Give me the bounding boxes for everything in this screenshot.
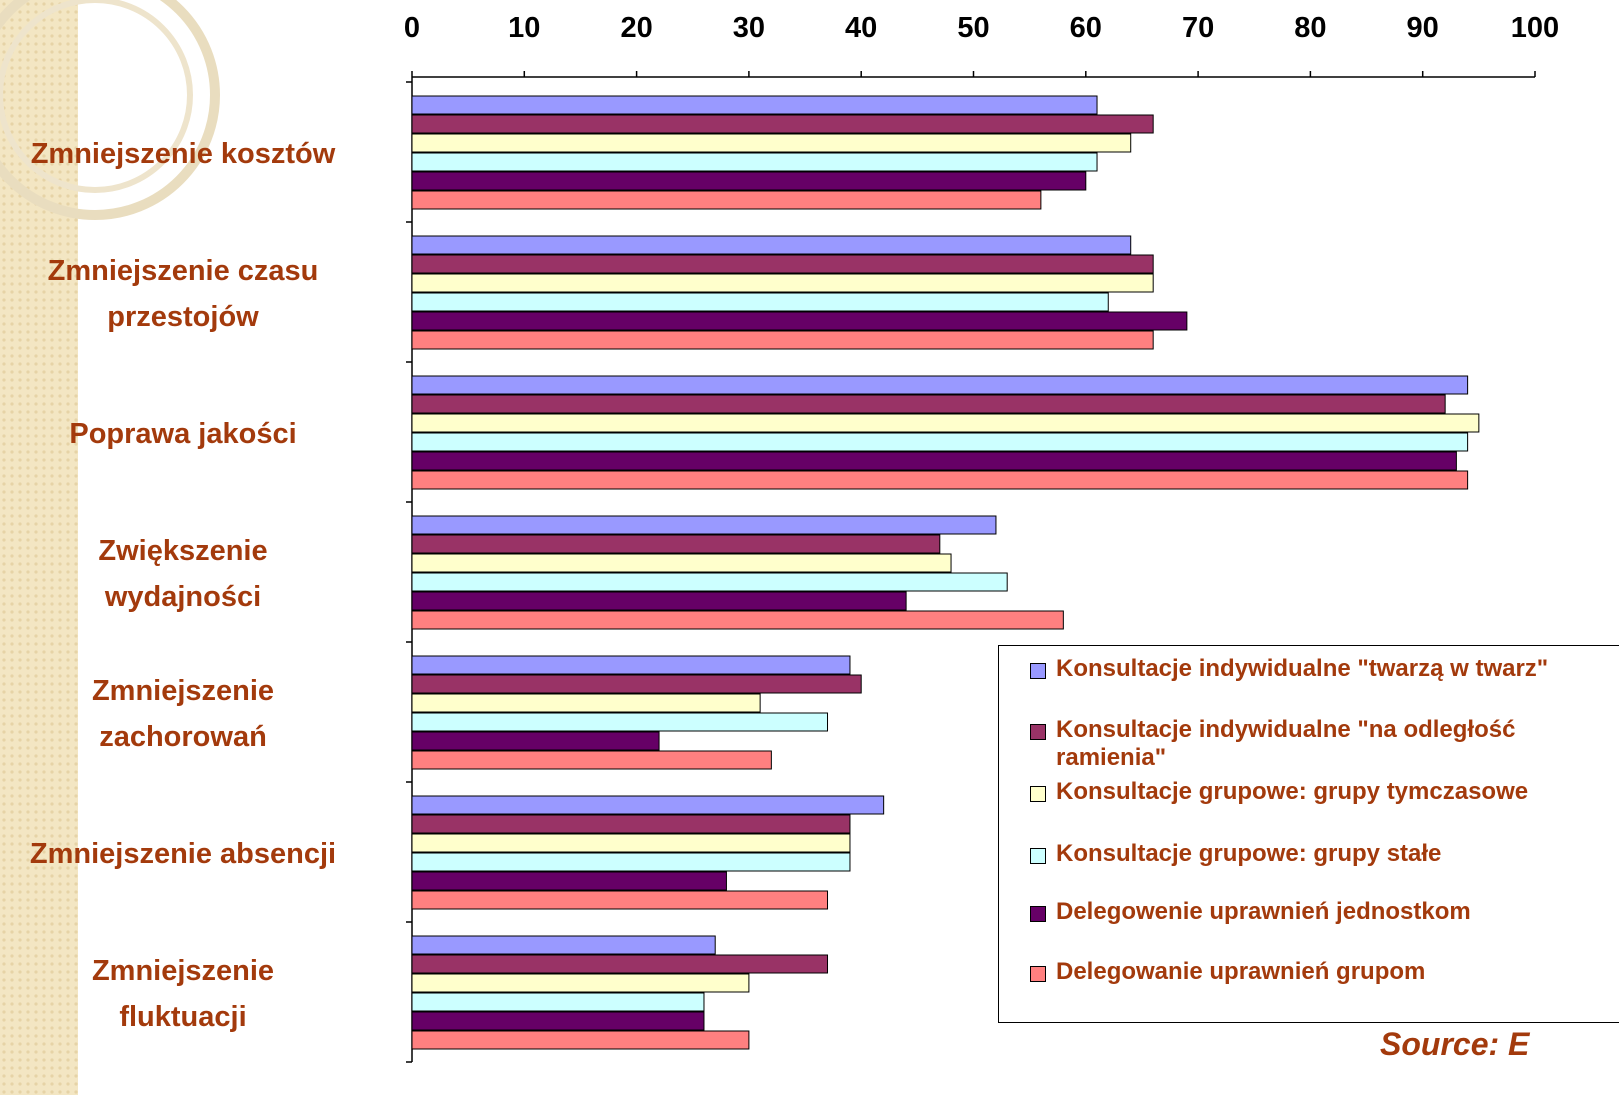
- category-label: Zmniejszenie fluktuacji: [91, 955, 275, 1033]
- bar: [411, 534, 941, 554]
- legend-label: Konsultacje indywidualne "twarzą w twarz…: [1056, 655, 1549, 682]
- legend-swatch: [1030, 966, 1046, 982]
- x-tick-label: 0: [403, 12, 421, 44]
- bar: [411, 553, 952, 573]
- legend-swatch: [1030, 848, 1046, 864]
- bar: [411, 871, 727, 891]
- bar: [411, 1030, 750, 1050]
- decor-arc: [0, 0, 220, 220]
- bar: [411, 330, 1154, 350]
- bar: [411, 114, 1154, 134]
- x-tick-label: 10: [508, 12, 541, 44]
- bar: [411, 610, 1064, 630]
- bar: [411, 515, 997, 535]
- x-tick-label: 20: [620, 12, 653, 44]
- bar: [411, 273, 1154, 293]
- legend-label: Konsultacje grupowe: grupy stałe: [1056, 840, 1442, 867]
- legend-label: Delegowanie uprawnień grupom: [1056, 958, 1426, 985]
- bar: [411, 992, 705, 1012]
- bar: [411, 311, 1188, 331]
- bar: [411, 712, 829, 732]
- legend-swatch: [1030, 786, 1046, 802]
- bar: [411, 674, 862, 694]
- bar: [411, 973, 750, 993]
- bar: [411, 852, 851, 872]
- bar: [411, 795, 885, 815]
- decor-arc: [0, 0, 193, 193]
- bar: [411, 591, 907, 611]
- bar: [411, 655, 851, 675]
- bar: [411, 254, 1154, 274]
- category-label: Poprawa jakości: [69, 418, 297, 450]
- source-note: Source: E: [1380, 1026, 1530, 1062]
- bar: [411, 731, 660, 751]
- category-label: Zmniejszenie kosztów: [30, 138, 336, 170]
- bar: [411, 954, 829, 974]
- bar: [411, 95, 1098, 115]
- bar: [411, 470, 1469, 490]
- x-tick-label: 60: [1069, 12, 1102, 44]
- bar: [411, 451, 1457, 471]
- bar: [411, 750, 772, 770]
- bar: [411, 432, 1469, 452]
- bar: [411, 171, 1087, 191]
- x-tick-label: 70: [1181, 12, 1215, 44]
- bar: [411, 394, 1446, 414]
- bar: [411, 235, 1132, 255]
- bar: [411, 190, 1042, 210]
- bar: [411, 133, 1132, 153]
- legend: [998, 645, 1619, 1023]
- bar: [411, 152, 1098, 172]
- legend-swatch: [1030, 663, 1046, 679]
- category-label: Zwiększenie wydajności: [98, 535, 268, 613]
- x-tick-label: 50: [957, 12, 990, 44]
- category-label: Zmniejszenie absencji: [29, 838, 337, 870]
- legend-label: Konsultacje indywidualne "na odległość r…: [1056, 716, 1516, 771]
- x-tick-label: 80: [1294, 12, 1327, 44]
- bar: [411, 814, 851, 834]
- x-tick-label: 100: [1510, 12, 1560, 44]
- legend-swatch: [1030, 906, 1046, 922]
- bar: [411, 833, 851, 853]
- bar: [411, 1011, 705, 1031]
- category-label: Zmniejszenie czasu przestojów: [47, 255, 319, 333]
- x-tick-label: 90: [1406, 12, 1439, 44]
- bar: [411, 693, 761, 713]
- bar: [411, 935, 716, 955]
- legend-swatch: [1030, 724, 1046, 740]
- bar: [411, 572, 1008, 592]
- bar: [411, 890, 829, 910]
- x-tick-label: 30: [732, 12, 766, 44]
- legend-label: Konsultacje grupowe: grupy tymczasowe: [1056, 778, 1529, 805]
- legend-label: Delegowenie uprawnień jednostkom: [1056, 898, 1471, 925]
- bar: [411, 292, 1109, 312]
- x-tick-label: 40: [845, 12, 878, 44]
- category-label: Zmniejszenie zachorowań: [91, 675, 275, 753]
- bar: [411, 375, 1469, 395]
- bar: [411, 413, 1480, 433]
